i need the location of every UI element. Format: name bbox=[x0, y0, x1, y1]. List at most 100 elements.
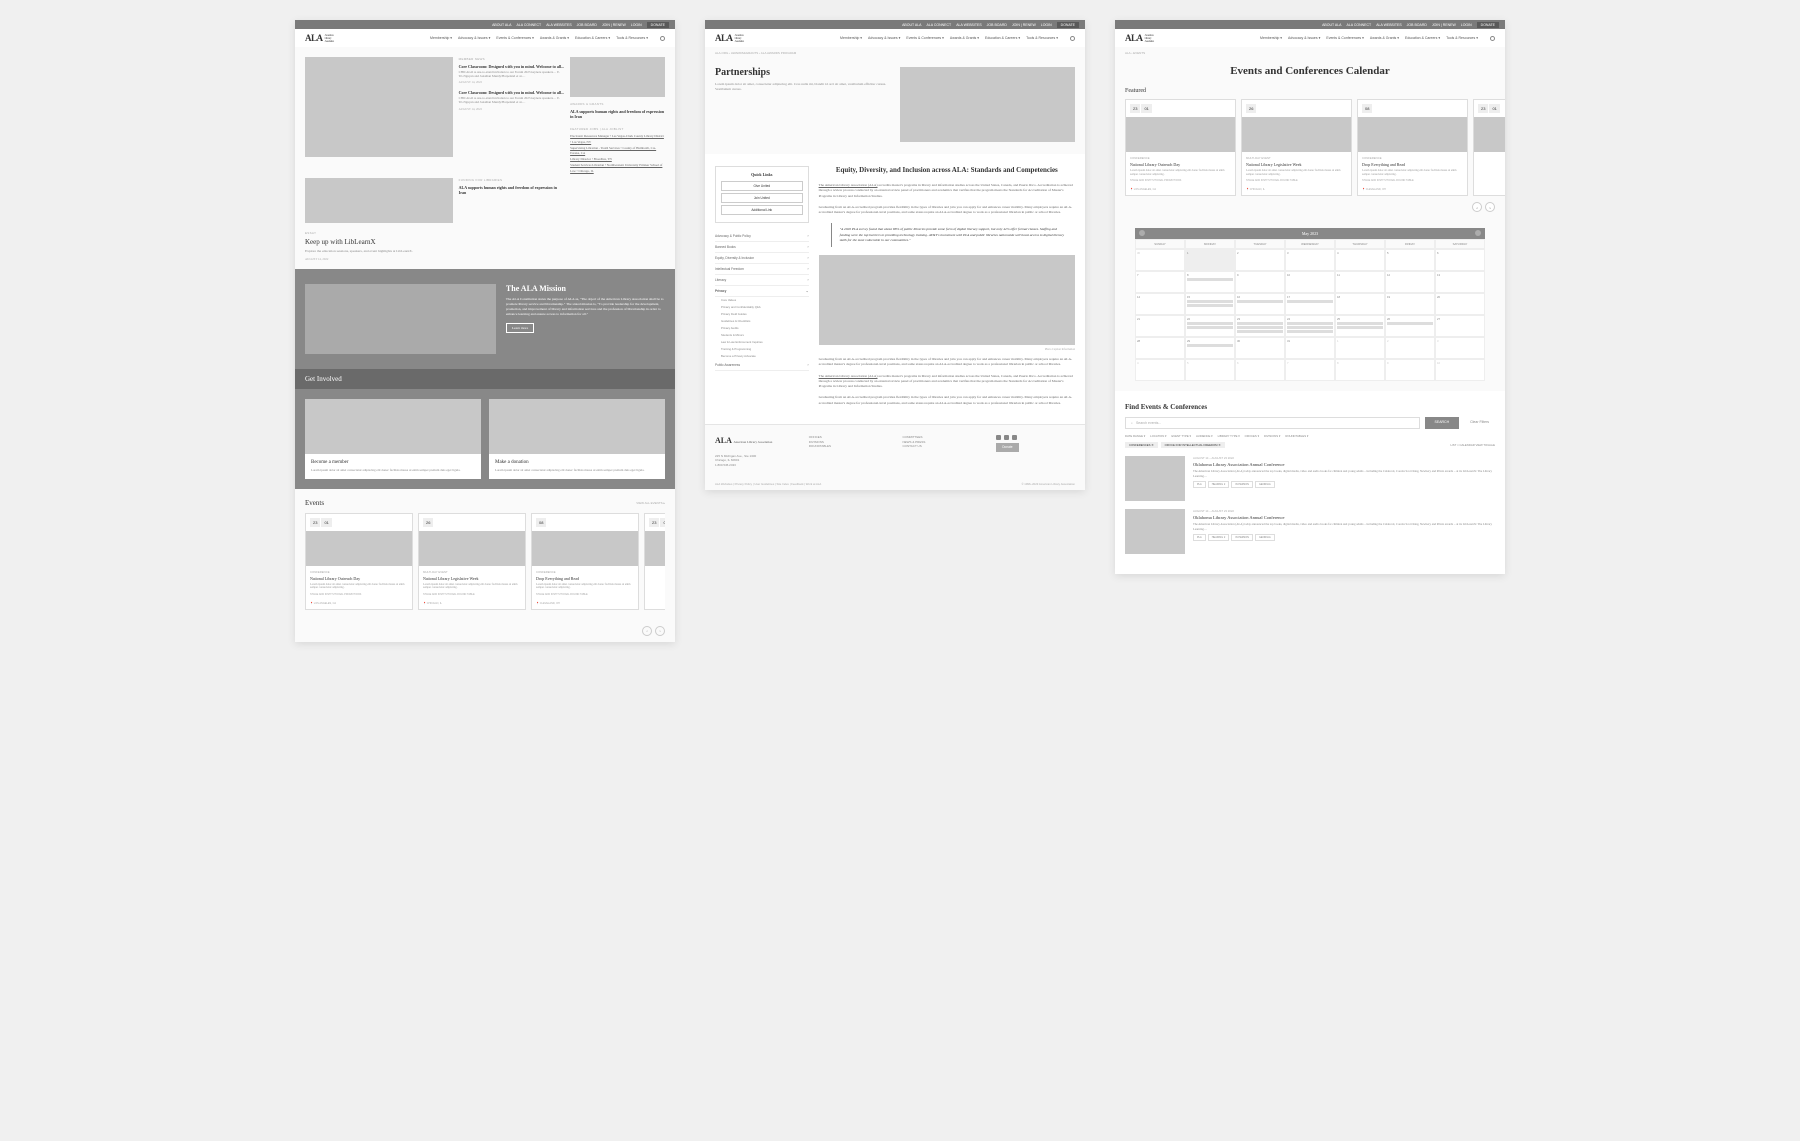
calendar-event-bar[interactable] bbox=[1287, 326, 1333, 329]
calendar-cell[interactable]: 24 bbox=[1285, 315, 1335, 337]
event-card[interactable]: 2301CONFERENCENational Library Outreach … bbox=[305, 513, 413, 610]
event-card[interactable]: 08CONFERENCEDrop Everything and ReadLore… bbox=[1357, 99, 1468, 196]
nav-item[interactable]: Education & Careers ▾ bbox=[575, 36, 610, 40]
util-link[interactable]: LOGIN bbox=[631, 23, 642, 27]
tag[interactable]: GEORGIA bbox=[1255, 481, 1275, 488]
nav-item[interactable]: Education & Careers ▾ bbox=[1405, 36, 1440, 40]
prev-button[interactable]: ‹ bbox=[1472, 202, 1482, 212]
logo[interactable]: ALA American Library Association bbox=[715, 33, 744, 43]
news-item[interactable]: Core Classroom: Designed with you in min… bbox=[459, 90, 564, 110]
calendar-cell[interactable]: 27 bbox=[1435, 315, 1485, 337]
filter-dropdown[interactable]: OFFICES ▾ bbox=[1245, 434, 1259, 438]
event-card[interactable]: 2301CONFERENCENational Library Outreach … bbox=[1125, 99, 1236, 196]
side-nav-sub-item[interactable]: Privacy Field Guides bbox=[721, 311, 809, 318]
calendar-cell[interactable]: 1 bbox=[1185, 249, 1235, 271]
calendar-event-bar[interactable] bbox=[1237, 322, 1283, 325]
calendar-cell[interactable]: 11 bbox=[1335, 271, 1385, 293]
quick-link-button[interactable]: Give United bbox=[721, 181, 803, 191]
footer-link[interactable]: ROUNDTABLES bbox=[809, 444, 888, 449]
util-link[interactable]: JOB BOARD bbox=[1407, 23, 1427, 27]
search-result[interactable]: AUGUST 14 – AUGUST 23 2022 Oklahoma Libr… bbox=[1125, 456, 1495, 501]
side-nav-item[interactable]: Literacy› bbox=[715, 275, 809, 286]
filter-dropdown[interactable]: DATE RANGE ▾ bbox=[1125, 434, 1145, 438]
donate-card[interactable]: Make a donation Lorem ipsum dolor sit am… bbox=[489, 399, 665, 478]
prev-month-button[interactable] bbox=[1139, 230, 1145, 236]
view-all-link[interactable]: VIEW ALL EVENTS ▸ bbox=[636, 501, 665, 505]
nav-item[interactable]: Events & Conferences ▾ bbox=[496, 36, 534, 40]
side-nav-item-active[interactable]: Privacy⌄ bbox=[715, 286, 809, 297]
side-nav-sub-item[interactable]: Core Values bbox=[721, 297, 809, 304]
member-card[interactable]: Become a member Lorem ipsum dolor sit am… bbox=[305, 399, 481, 478]
filter-dropdown[interactable]: ROUNDTABLES ▾ bbox=[1285, 434, 1308, 438]
nav-item[interactable]: Tools & Resources ▾ bbox=[1026, 36, 1058, 40]
filter-dropdown[interactable]: LOCATION ▾ bbox=[1150, 434, 1166, 438]
calendar-cell[interactable]: 19 bbox=[1385, 293, 1435, 315]
nav-item[interactable]: Advocacy & Issues ▾ bbox=[1288, 36, 1320, 40]
prev-button[interactable]: ‹ bbox=[642, 626, 652, 636]
search-icon[interactable] bbox=[660, 36, 665, 41]
calendar-event-bar[interactable] bbox=[1187, 344, 1233, 347]
side-nav-sub-item[interactable]: Training & Programming bbox=[721, 346, 809, 353]
calendar-cell[interactable]: 8 bbox=[1335, 359, 1385, 381]
view-toggle[interactable]: LIST × CALENDAR VIEW TOGGLE bbox=[1450, 443, 1495, 447]
event-card[interactable]: 2301 bbox=[1473, 99, 1505, 196]
next-button[interactable]: › bbox=[655, 626, 665, 636]
nav-item[interactable]: Awards & Grants ▾ bbox=[1370, 36, 1399, 40]
util-link[interactable]: ALA WEBSITES bbox=[956, 23, 981, 27]
nav-item[interactable]: Membership ▾ bbox=[840, 36, 862, 40]
filter-dropdown[interactable]: DIVISIONS ▾ bbox=[1264, 434, 1280, 438]
util-link[interactable]: JOIN | RENEW bbox=[1432, 23, 1456, 27]
inline-link[interactable]: The American Library Association (ALA) bbox=[819, 374, 878, 378]
nav-item[interactable]: Advocacy & Issues ▾ bbox=[458, 36, 490, 40]
calendar-cell[interactable]: 23 bbox=[1235, 315, 1285, 337]
calendar-cell[interactable]: 5 bbox=[1385, 249, 1435, 271]
util-link[interactable]: ABOUT ALA bbox=[492, 23, 511, 27]
tag[interactable]: PLA bbox=[1193, 481, 1206, 488]
calendar-cell[interactable]: 21 bbox=[1135, 315, 1185, 337]
calendar-cell[interactable]: 26 bbox=[1385, 315, 1435, 337]
calendar-cell[interactable]: 25 bbox=[1335, 315, 1385, 337]
donate-button[interactable]: DONATE bbox=[1057, 22, 1079, 28]
calendar-cell[interactable]: 28 bbox=[1135, 337, 1185, 359]
util-link[interactable]: JOIN | RENEW bbox=[1012, 23, 1036, 27]
side-nav-sub-item[interactable]: Become a Privacy Advocate bbox=[721, 353, 809, 360]
calendar-event-bar[interactable] bbox=[1237, 326, 1283, 329]
calendar-cell[interactable]: 8 bbox=[1185, 271, 1235, 293]
calendar-event-bar[interactable] bbox=[1287, 300, 1333, 303]
calendar-cell[interactable]: 9 bbox=[1235, 271, 1285, 293]
search-result[interactable]: AUGUST 14 – AUGUST 23 2022 Oklahoma Libr… bbox=[1125, 509, 1495, 554]
event-card[interactable]: 08CONFERENCEDrop Everything and ReadLore… bbox=[531, 513, 639, 610]
side-nav-item[interactable]: Advocacy & Public Policy› bbox=[715, 231, 809, 242]
calendar-cell[interactable]: 15 bbox=[1185, 293, 1235, 315]
event-card[interactable]: 2301 bbox=[644, 513, 665, 610]
clear-filters-button[interactable]: Clear Filters bbox=[1464, 417, 1495, 429]
calendar-cell[interactable]: 20 bbox=[1435, 293, 1485, 315]
util-link[interactable]: JOB BOARD bbox=[987, 23, 1007, 27]
logo[interactable]: ALA American Library Association bbox=[1125, 33, 1154, 43]
breadcrumb[interactable]: ALA › EVENTS bbox=[1115, 47, 1505, 59]
calendar-cell[interactable]: 3 bbox=[1435, 337, 1485, 359]
calendar-event-bar[interactable] bbox=[1187, 326, 1233, 329]
calendar-cell[interactable]: 13 bbox=[1435, 271, 1485, 293]
nav-item[interactable]: Awards & Grants ▾ bbox=[950, 36, 979, 40]
filter-dropdown[interactable]: AUDIENCE ▾ bbox=[1196, 434, 1213, 438]
nav-item[interactable]: Tools & Resources ▾ bbox=[1446, 36, 1478, 40]
calendar-event-bar[interactable] bbox=[1287, 322, 1333, 325]
util-link[interactable]: JOB BOARD bbox=[577, 23, 597, 27]
calendar-cell[interactable]: 2 bbox=[1385, 337, 1435, 359]
side-nav-item[interactable]: Equity, Diversity & Inclusion› bbox=[715, 253, 809, 264]
util-link[interactable]: ALA WEBSITES bbox=[1376, 23, 1401, 27]
calendar-cell[interactable]: 10 bbox=[1285, 271, 1335, 293]
search-icon[interactable] bbox=[1490, 36, 1495, 41]
footer-links[interactable]: ALA Websites | Privacy Policy | User Gui… bbox=[715, 482, 821, 486]
calendar-cell[interactable]: 7 bbox=[1135, 271, 1185, 293]
side-nav-sub-item[interactable]: Law & Law Enforcement Inquiries bbox=[721, 339, 809, 346]
calendar-event-bar[interactable] bbox=[1187, 322, 1233, 325]
next-button[interactable]: › bbox=[1485, 202, 1495, 212]
calendar-cell[interactable]: 2 bbox=[1235, 249, 1285, 271]
funding-text[interactable]: ALA supports human rights and freedom of… bbox=[459, 185, 564, 195]
side-nav-sub-item[interactable]: Privacy Audits bbox=[721, 325, 809, 332]
calendar-event-bar[interactable] bbox=[1287, 330, 1333, 333]
util-link[interactable]: ABOUT ALA bbox=[1322, 23, 1341, 27]
calendar-event-bar[interactable] bbox=[1337, 322, 1383, 325]
